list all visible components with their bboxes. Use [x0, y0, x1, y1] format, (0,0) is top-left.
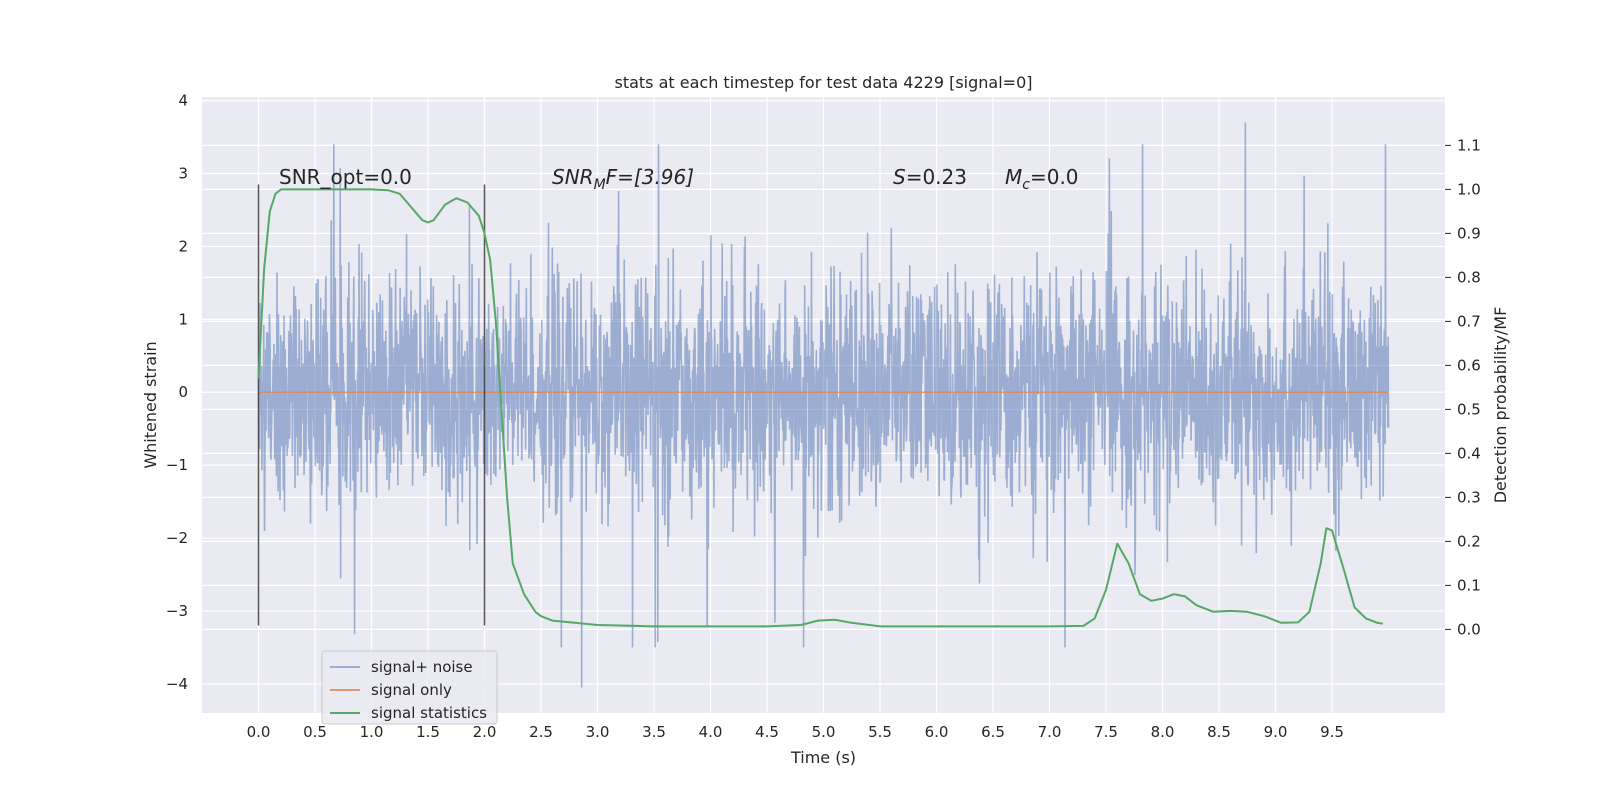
y-tick-label: −2	[166, 529, 188, 547]
annotation-snr-mf: SNRMF=[3.96]	[552, 165, 694, 193]
signal-statistics-line	[257, 188, 1384, 628]
x-tick-label: 9.0	[1264, 723, 1288, 741]
y2-tick-label: 0.4	[1457, 444, 1481, 462]
annotation-snr-mf-rest: F=[3.96]	[606, 165, 694, 189]
y2-tick-label: 1.0	[1457, 180, 1481, 198]
y2-tick-label: 0.5	[1457, 400, 1481, 418]
y2-tick-label: 0.3	[1457, 488, 1481, 506]
x-tick-label: 1.0	[360, 723, 384, 741]
annotation-snr-opt: SNR_opt=0.0	[279, 165, 412, 189]
x-tick-label: 2.0	[473, 723, 497, 741]
annotation-mc-name: M	[1005, 165, 1022, 189]
annotation-mc: Mc=0.0	[1005, 165, 1079, 193]
y2-tick-label: 1.1	[1457, 136, 1481, 154]
legend: signal+ noise signal only signal statist…	[321, 650, 498, 725]
x-tick-label: 1.5	[416, 723, 440, 741]
y-tick-label: 0	[178, 383, 188, 401]
legend-label-signal-only: signal only	[371, 681, 452, 699]
x-tick-label: 6.5	[981, 723, 1005, 741]
y2-tick-label: 0.1	[1457, 576, 1481, 594]
annotation-mc-sub: c	[1022, 177, 1030, 193]
signal-noise-line	[257, 122, 1390, 688]
y2-axis-title: Detection probability/MF	[1491, 307, 1510, 504]
y-tick-label: 4	[178, 92, 188, 110]
x-tick-label: 5.0	[812, 723, 836, 741]
y2-tick-label: 0.9	[1457, 224, 1481, 242]
x-tick-label: 9.5	[1320, 723, 1344, 741]
x-axis-title: Time (s)	[790, 748, 856, 767]
y2-tick-label: 0.2	[1457, 532, 1481, 550]
annotation-s-rest: =0.23	[906, 165, 967, 189]
legend-box	[321, 650, 498, 725]
x-tick-label: 8.0	[1151, 723, 1175, 741]
x-tick-label: 5.5	[868, 723, 892, 741]
annotation-s: S=0.23	[893, 165, 967, 189]
x-tick-label: 7.5	[1094, 723, 1118, 741]
x-tick-label: 7.0	[1038, 723, 1062, 741]
signal-statistics-series	[257, 188, 1384, 628]
y-tick-label: −4	[166, 675, 188, 693]
x-tick-label: 4.5	[755, 723, 779, 741]
x-tick-label: 8.5	[1207, 723, 1231, 741]
vertical-markers	[257, 184, 486, 626]
y-tick-label: 1	[178, 310, 188, 328]
y2-tick-label: 0.6	[1457, 356, 1481, 374]
y2-tick-label: 0.8	[1457, 268, 1481, 286]
x-tick-label: 3.0	[586, 723, 610, 741]
x-tick-label: 2.5	[529, 723, 553, 741]
x-tick-label: 6.0	[925, 723, 949, 741]
y-tick-label: 2	[178, 237, 188, 255]
y-tick-label: −3	[166, 602, 188, 620]
chart-title: stats at each timestep for test data 422…	[614, 73, 1032, 92]
y2-tick-label: 0.7	[1457, 312, 1481, 330]
annotation-snr-mf-name: SNR	[552, 165, 594, 189]
x-tick-label: 0.0	[247, 723, 271, 741]
y-tick-label: −1	[166, 456, 188, 474]
y2-tick-label: 0.0	[1457, 620, 1481, 638]
x-tick-label: 4.0	[699, 723, 723, 741]
tick-labels: 0.0 0.5 1.0 1.5 2.0 2.5 3.0 3.5 4.0 4.5 5.0 5.5 6.0 6…	[166, 92, 1481, 741]
x-tick-label: 3.5	[642, 723, 666, 741]
x-tick-label: 0.5	[303, 723, 327, 741]
y-axis-title: Whitened strain	[141, 341, 160, 468]
annotation-snr-mf-sub: M	[594, 177, 606, 193]
legend-label-signal-noise: signal+ noise	[371, 658, 473, 676]
signal-noise-series	[257, 122, 1390, 688]
y-tick-label: 3	[178, 165, 188, 183]
annotation-s-name: S	[893, 165, 906, 189]
legend-label-signal-statistics: signal statistics	[371, 704, 487, 722]
annotation-mc-rest: =0.0	[1030, 165, 1079, 189]
